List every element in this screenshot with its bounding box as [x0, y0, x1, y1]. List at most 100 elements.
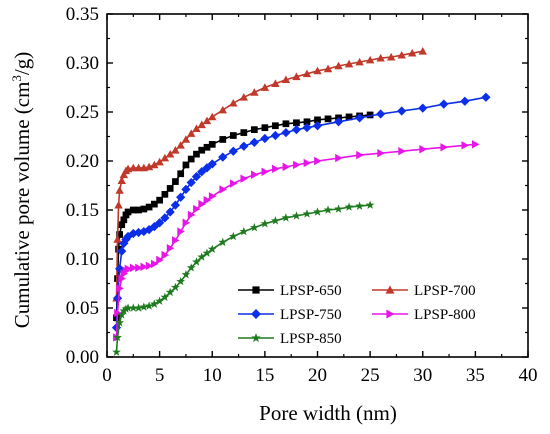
data-point-lpsp-850 — [344, 202, 354, 211]
axes-layer: 0 5 10 15 20 25 30 35 40 0.00 0.05 0.10 0.15 0.20 0.25… — [66, 4, 538, 386]
data-point-lpsp-650 — [115, 245, 122, 253]
data-point-lpsp-750 — [291, 125, 302, 135]
series-layer — [111, 47, 491, 356]
y-axis-title-unit: /g) — [10, 52, 34, 75]
data-point-lpsp-850 — [186, 263, 196, 272]
data-point-lpsp-850 — [239, 226, 249, 236]
x-axis-title: Pore width (nm) — [259, 401, 397, 425]
data-point-lpsp-800 — [472, 140, 480, 149]
data-point-lpsp-850 — [202, 248, 212, 257]
data-point-lpsp-750 — [160, 213, 170, 223]
data-point-lpsp-850 — [115, 318, 125, 327]
legend-label-lpsp-800: LPSP-800 — [414, 307, 476, 323]
data-point-lpsp-750 — [117, 246, 127, 256]
data-point-lpsp-650 — [129, 206, 137, 214]
data-point-lpsp-750 — [186, 177, 196, 188]
data-point-lpsp-750 — [481, 92, 491, 102]
x-tick-label: 25 — [361, 365, 380, 386]
x-tick-label: 40 — [519, 365, 538, 386]
data-point-lpsp-800 — [161, 250, 170, 260]
data-point-lpsp-800 — [140, 262, 149, 272]
data-point-lpsp-700 — [181, 135, 191, 143]
data-point-lpsp-800 — [461, 141, 470, 150]
data-point-lpsp-700 — [397, 50, 406, 59]
data-point-lpsp-800 — [440, 143, 448, 152]
data-point-lpsp-650 — [116, 231, 123, 238]
data-point-lpsp-700 — [129, 163, 138, 172]
data-point-lpsp-700 — [355, 57, 364, 66]
data-point-lpsp-750 — [155, 218, 165, 228]
data-point-lpsp-700 — [250, 88, 259, 96]
data-point-lpsp-700 — [150, 160, 159, 169]
data-point-lpsp-700 — [119, 170, 129, 179]
data-point-lpsp-650 — [187, 155, 195, 163]
data-point-lpsp-650 — [293, 119, 300, 127]
data-point-lpsp-800 — [182, 218, 191, 227]
data-point-lpsp-850 — [355, 201, 364, 210]
legend-marker-lpsp-750 — [251, 309, 261, 319]
data-point-lpsp-800 — [293, 160, 301, 170]
data-point-lpsp-750 — [312, 121, 323, 131]
data-point-lpsp-700 — [408, 49, 417, 57]
data-point-lpsp-850 — [176, 276, 186, 286]
data-point-lpsp-800 — [272, 164, 280, 174]
data-point-lpsp-850 — [165, 287, 175, 297]
data-point-lpsp-700 — [187, 129, 196, 137]
data-point-lpsp-650 — [156, 196, 163, 204]
data-point-lpsp-850 — [365, 200, 375, 209]
legend-marker-lpsp-800 — [386, 309, 395, 319]
data-point-lpsp-750 — [260, 133, 270, 144]
data-point-lpsp-750 — [376, 109, 386, 119]
data-point-lpsp-850 — [144, 301, 154, 310]
data-point-lpsp-750 — [418, 103, 428, 113]
data-point-lpsp-700 — [113, 235, 122, 243]
data-point-lpsp-800 — [151, 259, 159, 269]
data-point-lpsp-850 — [139, 302, 149, 311]
data-point-lpsp-700 — [218, 105, 227, 114]
data-point-lpsp-700 — [386, 52, 396, 61]
data-point-lpsp-650 — [314, 116, 321, 124]
data-point-lpsp-650 — [250, 126, 258, 133]
data-point-lpsp-850 — [181, 270, 191, 279]
data-point-lpsp-750 — [119, 238, 129, 248]
data-point-lpsp-700 — [160, 153, 170, 162]
data-point-lpsp-800 — [219, 185, 227, 194]
data-point-lpsp-850 — [155, 296, 165, 305]
data-point-lpsp-800 — [314, 156, 322, 166]
data-point-lpsp-700 — [376, 53, 385, 62]
data-point-lpsp-800 — [172, 236, 180, 245]
y-tick-label: 0.15 — [66, 200, 99, 221]
y-axis-title-main: Cumulative pore volume (cm — [10, 82, 34, 329]
data-point-lpsp-800 — [203, 196, 212, 205]
data-point-lpsp-750 — [439, 99, 449, 109]
data-point-lpsp-800 — [261, 167, 270, 176]
data-point-lpsp-700 — [313, 66, 322, 75]
x-tick-label: 30 — [413, 365, 432, 386]
data-point-lpsp-800 — [335, 153, 343, 163]
series-line-lpsp-700 — [115, 50, 423, 299]
data-point-lpsp-650 — [366, 111, 374, 119]
data-point-lpsp-700 — [239, 93, 249, 101]
data-point-lpsp-650 — [282, 120, 290, 128]
data-point-lpsp-800 — [156, 255, 164, 265]
data-point-lpsp-750 — [333, 117, 344, 127]
data-point-lpsp-850 — [123, 303, 133, 312]
data-point-lpsp-700 — [114, 200, 123, 209]
data-point-lpsp-800 — [282, 162, 291, 172]
data-point-lpsp-850 — [228, 231, 238, 241]
data-point-lpsp-750 — [144, 224, 154, 235]
y-tick-label: 0.25 — [66, 102, 99, 123]
data-point-lpsp-750 — [302, 123, 312, 133]
data-point-lpsp-700 — [260, 83, 270, 91]
data-point-lpsp-750 — [165, 207, 175, 217]
data-point-lpsp-800 — [145, 261, 154, 271]
data-point-lpsp-750 — [176, 192, 186, 202]
data-point-lpsp-750 — [121, 234, 131, 245]
data-point-lpsp-700 — [197, 120, 206, 129]
y-tick-label: 0.10 — [66, 249, 99, 270]
data-point-lpsp-750 — [133, 227, 144, 238]
legend: LPSP-650 LPSP-700 LPSP-750 LPSP-800 LPSP-850 — [238, 283, 476, 347]
data-point-lpsp-800 — [229, 179, 238, 188]
